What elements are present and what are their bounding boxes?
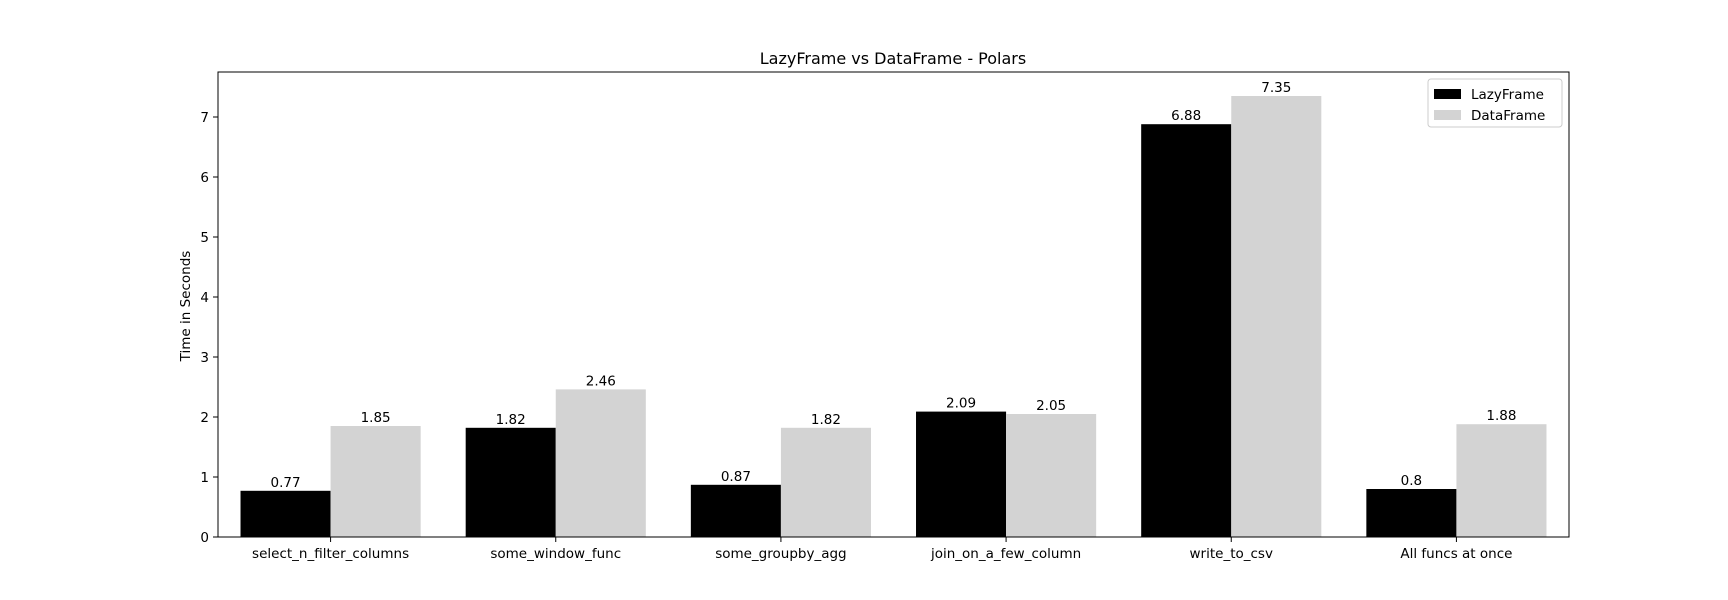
bar-dataframe-2 [780,427,871,537]
data-label-dataframe-4: 7.35 [1261,80,1291,96]
bar-lazyframe-1 [465,427,556,537]
data-label-dataframe-5: 1.88 [1486,408,1516,424]
data-label-lazyframe-3: 2.09 [946,396,976,412]
bar-lazyframe-2 [690,484,781,537]
y-axis-label: Time in Seconds [178,251,194,363]
data-label-lazyframe-0: 0.77 [271,475,301,491]
data-labels-group: 0.77 1.85 1.82 2.46 0.87 1.82 2.09 2.05 6.88 7.35… [271,80,1517,491]
bar-lazyframe-5 [1366,489,1457,537]
data-label-dataframe-2: 1.82 [811,412,841,428]
bar-lazyframe-0 [240,490,331,537]
y-tick-label: 6 [200,170,209,186]
y-tick-label: 4 [200,290,209,306]
legend-label-dataframe: DataFrame [1471,108,1545,124]
y-tick-label: 2 [200,410,209,426]
plot-frame [217,71,1570,538]
x-axis: select_n_filter_columns some_window_func s… [252,537,1512,562]
chart-title: LazyFrame vs DataFrame - Polars [760,49,1026,68]
x-tick-label: some_groupby_agg [715,546,846,562]
data-label-dataframe-0: 1.85 [361,410,391,426]
bar-dataframe-3 [1006,414,1097,537]
legend-label-lazyframe: LazyFrame [1471,87,1544,103]
bars-group [240,96,1547,537]
data-label-lazyframe-5: 0.8 [1401,473,1422,489]
y-tick-label: 5 [200,230,209,246]
legend-swatch-lazyframe [1434,89,1461,99]
bar-dataframe-4 [1231,96,1322,537]
bar-lazyframe-4 [1141,124,1232,537]
data-label-lazyframe-4: 6.88 [1171,108,1201,124]
legend: LazyFrame DataFrame [1427,78,1563,128]
y-tick-label: 3 [200,350,209,366]
bar-lazyframe-3 [916,411,1007,537]
x-tick-label: join_on_a_few_column [930,546,1081,562]
legend-box [1427,78,1563,128]
x-tick-label: All funcs at once [1400,546,1512,562]
x-tick-label: write_to_csv [1190,546,1273,562]
y-axis: 0 1 2 3 4 5 6 7 [200,110,218,546]
y-tick-label: 0 [200,530,209,546]
bar-dataframe-0 [330,426,421,537]
y-tick-label: 1 [200,470,209,486]
data-label-lazyframe-2: 0.87 [721,469,751,485]
bar-dataframe-5 [1456,424,1547,537]
bar-dataframe-1 [555,389,646,537]
data-label-lazyframe-1: 1.82 [496,412,526,428]
data-label-dataframe-1: 2.46 [586,373,616,389]
x-tick-label: select_n_filter_columns [252,546,409,562]
y-tick-label: 7 [200,110,209,126]
x-tick-label: some_window_func [490,546,621,562]
legend-swatch-dataframe [1434,110,1461,120]
data-label-dataframe-3: 2.05 [1036,398,1066,414]
